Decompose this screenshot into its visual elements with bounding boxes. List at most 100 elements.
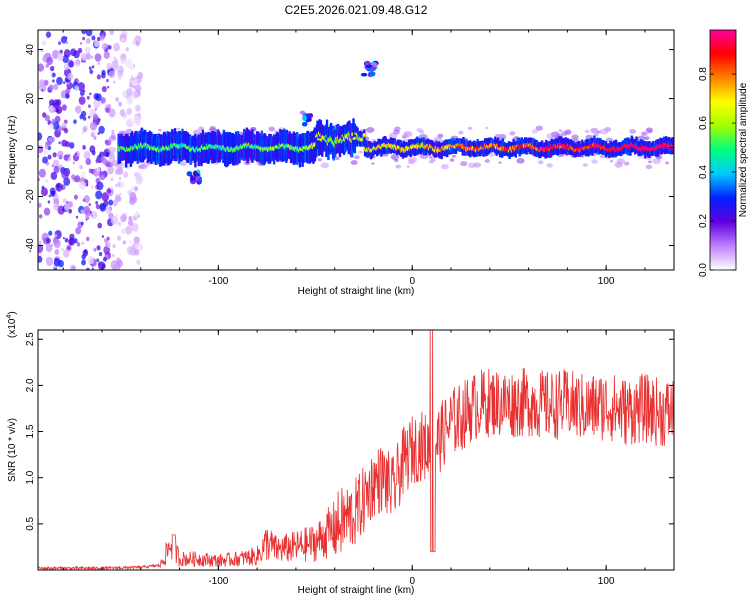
spectrogram-noise-blob [101, 42, 108, 50]
snr-ytick-label: 0.5 [25, 516, 36, 530]
spectrogram-noise-blob [109, 30, 115, 36]
spectrogram-noise-blob [125, 225, 133, 235]
spectrogram-noise-blob [73, 50, 80, 59]
spectrogram-noise-blob [50, 243, 54, 247]
spectrogram-noise-blob [63, 177, 71, 186]
spectrogram-noise-blob [38, 255, 43, 263]
spectrogram-noise-blob [42, 156, 48, 164]
spectrogram-noise-blob [97, 36, 101, 42]
snr-ytick-label: 2.5 [25, 332, 36, 346]
spectrogram-noise-blob [132, 90, 139, 99]
spectrogram-noise-blob [102, 158, 108, 165]
spectrogram-halo-blob [623, 161, 630, 166]
spectrogram-xtick-label: 0 [409, 276, 415, 287]
spectrogram-noise-blob [65, 36, 68, 40]
spectrogram-halo-blob [460, 160, 468, 167]
spectrogram-halo-blob [359, 129, 363, 132]
spectrogram-halo-blob [371, 162, 375, 165]
spectrogram-ytick-label: -20 [25, 189, 36, 204]
snr-xlabel: Height of straight line (km) [298, 585, 415, 596]
snr-ytick-label: 2.0 [25, 378, 36, 392]
spectrogram-noise-blob [105, 151, 110, 157]
spectrogram-noise-blob [119, 109, 126, 117]
spectrogram-noise-blob [119, 192, 122, 196]
spectrogram-noise-blob [83, 116, 87, 121]
spectrogram-noise-blob [130, 195, 138, 204]
spectrogram-halo-blob [645, 127, 653, 133]
spectrogram-noise-blob [113, 80, 116, 84]
colorbar-tick-label: 0.4 [698, 165, 709, 179]
spectrogram-noise-blob [111, 60, 119, 70]
spectrogram-noise-blob [46, 237, 51, 244]
spectrogram-noise-blob [134, 104, 141, 112]
spectrogram-feature-blob [186, 171, 193, 177]
spectrogram-feature-blob [299, 110, 306, 115]
spectrogram-noise-blob [133, 249, 140, 256]
spectrogram-noise-blob [126, 107, 133, 115]
spectrogram-noise-blob [99, 203, 107, 212]
spectrogram-noise-blob [136, 259, 141, 265]
spectrogram-frame [37, 29, 675, 271]
spectrogram-noise-blob [91, 239, 95, 243]
spectrogram-noise-blob [83, 89, 86, 93]
spectrogram-halo-blob [416, 127, 423, 133]
spectrogram-noise-blob [80, 166, 83, 169]
spectrogram-noise-blob [54, 249, 60, 255]
spectrogram-halo-blob [599, 128, 609, 135]
spectrogram-noise-blob [51, 118, 57, 125]
spectrogram-halo-blob [428, 160, 434, 164]
spectrogram-halo-blob [546, 163, 553, 168]
spectrogram-noise-blob [55, 182, 63, 192]
spectrogram-halo-blob [335, 156, 340, 161]
spectrogram-halo-blob [198, 126, 205, 131]
spectrogram-noise-blob [52, 79, 55, 83]
spectrogram-halo-blob [582, 163, 588, 167]
spectrogram-halo-blob [317, 158, 323, 162]
spectrogram-noise-blob [125, 47, 129, 52]
spectrogram-noise-blob [44, 114, 50, 122]
spectrogram-ytick-label: 20 [25, 93, 36, 105]
spectrogram-marks [38, 30, 674, 270]
spectrogram-noise-blob [38, 145, 44, 154]
spectrogram-noise-blob [53, 165, 60, 174]
spectrogram-noise-blob [47, 136, 53, 143]
snr-ticks: -100 0 100 0.5 1.0 1.5 2.0 2.5 [25, 330, 674, 587]
spectrogram-noise-blob [131, 223, 139, 232]
spectrogram-noise-blob [119, 33, 127, 43]
spectrogram-noise-blob [86, 95, 90, 100]
spectrogram-noise-blob [95, 201, 99, 205]
colorbar-tick-label: 0.0 [698, 263, 709, 277]
spectrogram-noise-blob [69, 264, 76, 270]
spectrogram-noise-blob [66, 79, 69, 83]
spectrogram-halo-blob [176, 127, 181, 131]
spectrogram-noise-blob [74, 85, 80, 92]
spectrogram-halo-blob [394, 159, 399, 163]
spectrogram-noise-blob [79, 42, 83, 45]
colorbar-label: Normalized spectral amplitude [738, 82, 749, 217]
spectrogram-noise-blob [95, 190, 103, 200]
chart-title: C2E5.2026.021.09.48.G12 [285, 3, 428, 17]
spectrogram-noise-blob [61, 169, 69, 180]
spectrogram-noise-blob [75, 215, 79, 219]
spectrogram-noise-blob [108, 104, 111, 108]
spectrogram-noise-blob [62, 236, 65, 240]
spectrogram-noise-blob [77, 80, 80, 84]
snr-plot-area [38, 330, 674, 570]
spectrogram-halo-blob [484, 126, 489, 130]
spectrogram-noise-blob [48, 230, 53, 236]
spectrogram-noise-blob [110, 215, 119, 225]
spectrogram-noise-blob [38, 202, 42, 208]
spectrogram-noise-blob [126, 96, 134, 105]
snr-xtick-label: 0 [409, 576, 415, 587]
spectrogram-noise-blob [52, 99, 60, 108]
spectrogram-noise-blob [82, 205, 91, 215]
snr-ytick-label: 1.5 [25, 424, 36, 438]
spectrogram-noise-blob [63, 203, 70, 211]
spectrogram-noise-blob [56, 52, 64, 61]
spectrogram-noise-blob [85, 37, 91, 45]
spectrogram-noise-blob [81, 241, 84, 245]
spectrogram-noise-blob [53, 258, 61, 267]
spectrogram-noise-blob [131, 78, 138, 87]
spectrogram-feature-blob [368, 68, 373, 72]
spectrogram-halo-blob [590, 127, 599, 134]
